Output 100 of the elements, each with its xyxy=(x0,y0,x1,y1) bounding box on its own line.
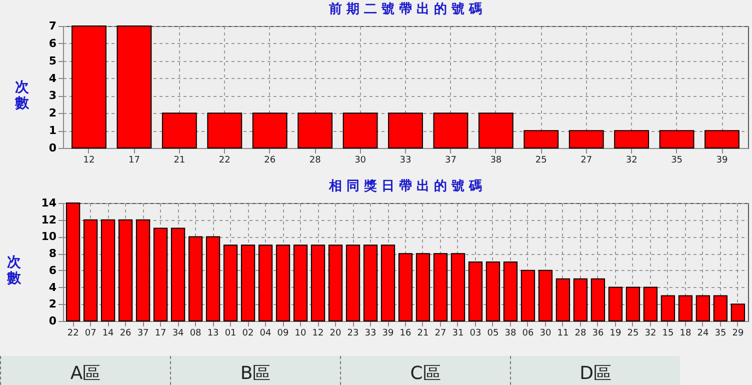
bar xyxy=(188,236,203,322)
bar xyxy=(258,244,273,322)
bar xyxy=(72,26,106,148)
bar xyxy=(398,253,413,322)
y-tick-label: 2 xyxy=(48,298,56,311)
x-tick-label: 34 xyxy=(172,328,184,338)
x-tick-label: 30 xyxy=(354,156,366,166)
x-tick-label: 09 xyxy=(277,328,290,338)
bar xyxy=(416,253,430,322)
y-tick-label: 6 xyxy=(48,264,57,277)
x-tick-label: 19 xyxy=(610,328,622,338)
x-tick-label: 03 xyxy=(470,328,482,338)
x-tick-label: 17 xyxy=(128,156,140,166)
bar xyxy=(342,112,378,148)
bar xyxy=(704,130,740,148)
x-tick-label: 26 xyxy=(264,156,276,166)
x-tick-label: 36 xyxy=(592,328,604,338)
x-tick-label: 04 xyxy=(260,328,272,338)
bar xyxy=(293,244,308,322)
x-tick-label: 17 xyxy=(154,328,166,338)
x-tick-label: 30 xyxy=(540,328,552,338)
x-tick-label: 13 xyxy=(207,328,219,338)
x-tick-label: 15 xyxy=(662,328,674,338)
x-tick-label: 39 xyxy=(716,156,728,166)
bar xyxy=(276,244,290,322)
bar xyxy=(66,202,80,322)
y-tick-label: 0 xyxy=(48,142,57,154)
x-tick-label: 12 xyxy=(312,328,324,338)
bar xyxy=(659,130,694,148)
x-tick-label: 35 xyxy=(714,328,726,338)
text: B區 xyxy=(170,356,340,385)
bar xyxy=(678,295,693,322)
bar xyxy=(363,244,378,322)
bar xyxy=(136,219,150,322)
y-axis-title: 次數 xyxy=(6,254,22,286)
bar xyxy=(660,295,676,322)
x-tick-label: 07 xyxy=(84,328,96,338)
bar xyxy=(556,278,570,322)
chart-title: 前 期 二 號 帶 出 的 號 碼 xyxy=(328,2,482,17)
y-tick-label: 8 xyxy=(48,247,56,260)
y-tick-label: 10 xyxy=(41,230,57,244)
x-tick-label: 26 xyxy=(120,328,132,338)
x-tick-label: 10 xyxy=(294,328,307,338)
x-tick-label: 21 xyxy=(417,328,429,338)
x-tick-label: 32 xyxy=(644,328,656,338)
x-tick-label: 33 xyxy=(364,328,376,338)
bar xyxy=(223,244,238,322)
bar xyxy=(468,262,483,322)
bar xyxy=(118,219,133,322)
bar xyxy=(206,236,220,322)
x-tick-label: 27 xyxy=(580,156,592,166)
chart-title: 相 同 獎 日 帶 出 的 號 碼 xyxy=(328,178,482,194)
x-tick-label: 29 xyxy=(732,328,744,338)
x-tick-label: 12 xyxy=(83,156,95,166)
x-tick-label: 21 xyxy=(174,156,186,166)
x-tick-label: 22 xyxy=(67,328,79,338)
x-tick-label: 06 xyxy=(522,328,534,338)
text: A區 xyxy=(0,356,170,385)
y-tick-label: 7 xyxy=(48,20,56,32)
bar xyxy=(310,244,326,322)
y-tick-label: 14 xyxy=(41,196,57,210)
x-tick-label: 24 xyxy=(697,328,709,338)
bar xyxy=(153,228,168,322)
x-tick-label: 05 xyxy=(487,328,499,338)
x-tick-label: 18 xyxy=(680,328,692,338)
bar xyxy=(298,112,333,148)
text: C區 xyxy=(340,356,510,385)
x-tick-label: 20 xyxy=(330,328,342,338)
y-tick-label: 4 xyxy=(48,280,57,294)
x-tick-label: 32 xyxy=(626,156,638,166)
y-tick-label: 5 xyxy=(48,54,56,68)
bar xyxy=(433,112,468,148)
x-tick-label: 25 xyxy=(627,328,639,338)
x-tick-label: 35 xyxy=(671,156,683,166)
y-tick-label: 1 xyxy=(48,124,56,138)
bar xyxy=(614,130,650,148)
bar xyxy=(696,295,710,322)
bar xyxy=(713,295,728,322)
x-tick-label: 39 xyxy=(382,328,394,338)
bar xyxy=(524,130,559,148)
x-tick-label: 37 xyxy=(137,328,149,338)
y-tick-label: 3 xyxy=(48,89,56,102)
x-tick-label: 31 xyxy=(452,328,464,338)
bar xyxy=(433,253,448,322)
text: D區 xyxy=(510,356,680,385)
bar xyxy=(478,112,514,148)
bar xyxy=(590,278,606,322)
x-tick-label: 16 xyxy=(400,328,412,338)
bar xyxy=(626,286,640,322)
y-tick-label: 12 xyxy=(41,213,56,226)
bar xyxy=(252,112,288,148)
bar xyxy=(240,244,256,322)
x-tick-label: 14 xyxy=(102,328,114,338)
bar xyxy=(380,244,396,322)
x-tick-label: 08 xyxy=(190,328,202,338)
x-tick-label: 38 xyxy=(504,328,516,338)
x-tick-label: 28 xyxy=(574,328,586,338)
x-tick-label: 23 xyxy=(347,328,359,338)
bar xyxy=(568,130,604,148)
bar xyxy=(207,112,242,148)
